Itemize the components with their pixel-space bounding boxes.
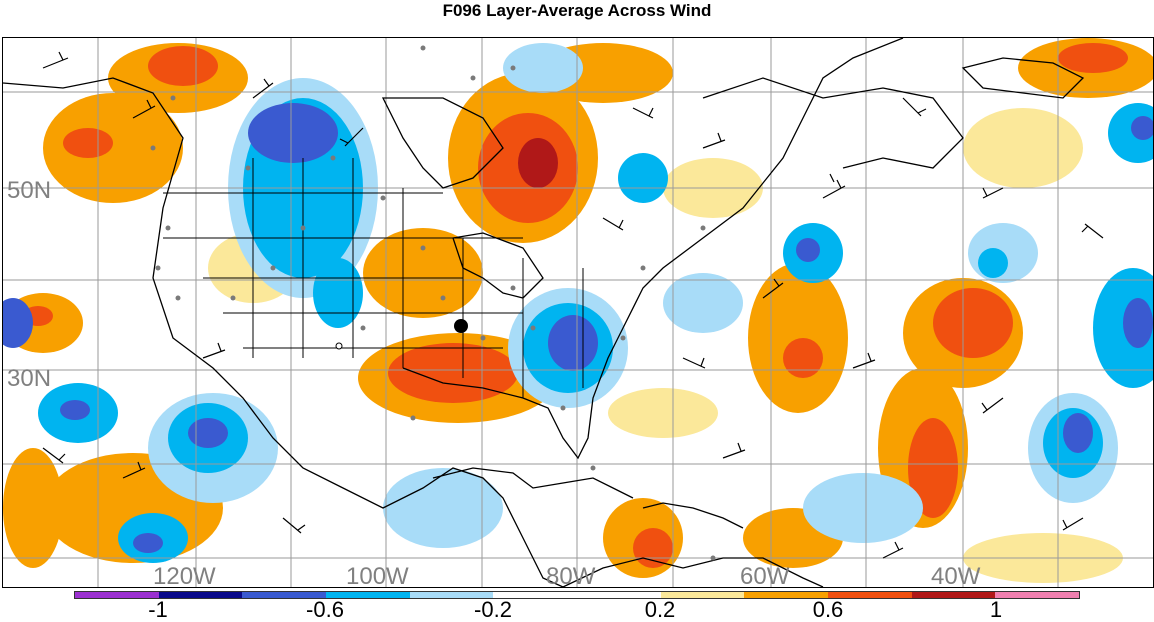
state-boundaries: [163, 158, 584, 398]
colorbar-tick-label: 0.2: [644, 597, 676, 622]
graticule: [3, 38, 1153, 587]
coastlines: [3, 38, 1085, 587]
map-canvas: 50N 30N 120W 100W 80W 60W 40W: [3, 38, 1153, 587]
lat-label-50n: 50N: [7, 177, 51, 204]
colorbar-tick-label: -1: [148, 597, 168, 622]
wind-barbs: [42, 51, 1104, 559]
colorbar-segment: [158, 592, 243, 598]
observation-points: [150, 45, 716, 561]
lon-label-60w: 60W: [740, 563, 790, 587]
colorbar-tick-label: -0.6: [306, 597, 344, 622]
colorbar: [74, 591, 1080, 599]
colorbar-segment: [493, 592, 578, 598]
colorbar-segment: [75, 592, 159, 598]
anomaly-field: [3, 38, 1153, 583]
lon-label-80w: 80W: [546, 563, 596, 587]
colorbar-segment: [326, 592, 410, 598]
colorbar-segment: [577, 592, 661, 598]
colorbar-tick-label: 0.6: [812, 597, 844, 622]
station-marker: [454, 319, 468, 333]
lon-label-40w: 40W: [931, 563, 981, 587]
lat-label-30n: 30N: [7, 365, 51, 392]
colorbar-tick-label: -0.2: [474, 597, 512, 622]
colorbar-tick-label: 1: [989, 597, 1003, 622]
colorbar-segment: [242, 592, 327, 598]
colorbar-segment: [409, 592, 494, 598]
map-panel: 50N 30N 120W 100W 80W 60W 40W: [2, 37, 1154, 588]
colorbar-segment: [911, 592, 996, 598]
colorbar-segment: [995, 592, 1080, 598]
colorbar-segment: [660, 592, 745, 598]
colorbar-segment: [744, 592, 829, 598]
station-marker-open: [335, 342, 343, 350]
map-title: F096 Layer-Average Across Wind: [442, 1, 712, 20]
lon-label-100w: 100W: [346, 563, 409, 587]
lon-label-120w: 120W: [153, 563, 216, 587]
colorbar-segment: [828, 592, 912, 598]
